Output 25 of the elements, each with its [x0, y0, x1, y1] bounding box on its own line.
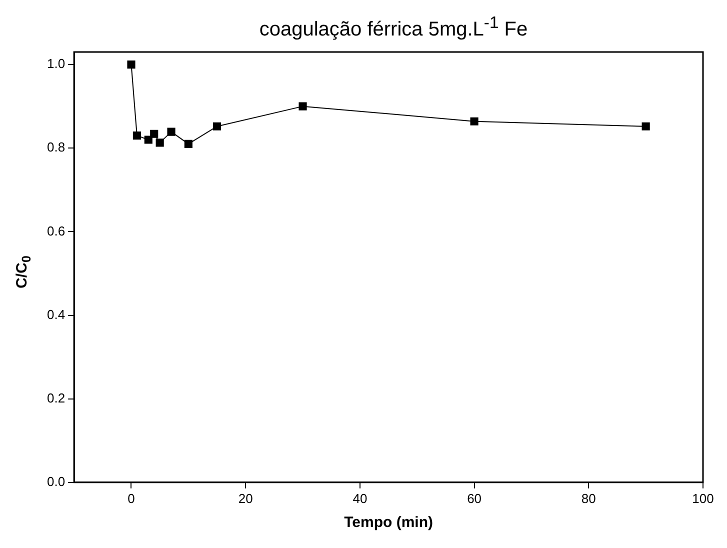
x-tick-label: 0	[128, 490, 135, 506]
y-tick-label: 0.6	[46, 223, 66, 238]
x-tick-label: 80	[581, 490, 596, 506]
point	[144, 136, 152, 144]
point	[470, 117, 478, 126]
point	[132, 132, 141, 140]
y-tick-label: 0.0	[46, 474, 66, 489]
y-tick-label: 0.8	[46, 140, 66, 155]
y-tick-label: 0.2	[46, 390, 66, 406]
y-tick-label: 1.0	[46, 56, 66, 72]
x-tick-label: 40	[352, 490, 368, 506]
point	[167, 128, 176, 136]
y-tick-label: 0.4	[46, 306, 66, 322]
point	[150, 130, 158, 138]
x-tick-label: 20	[238, 490, 253, 506]
x-tick-label: 60	[467, 490, 482, 506]
point	[127, 60, 136, 69]
point	[212, 122, 222, 130]
point	[298, 102, 307, 110]
x-tick-label: 100	[692, 490, 714, 506]
point	[642, 122, 650, 130]
x-axis-title: Tempo (min)	[344, 514, 433, 532]
point	[184, 140, 192, 148]
point	[156, 138, 164, 147]
chart-title: coagulação férrica 5mg.L$^{-1}$ Fe	[258, 12, 529, 41]
